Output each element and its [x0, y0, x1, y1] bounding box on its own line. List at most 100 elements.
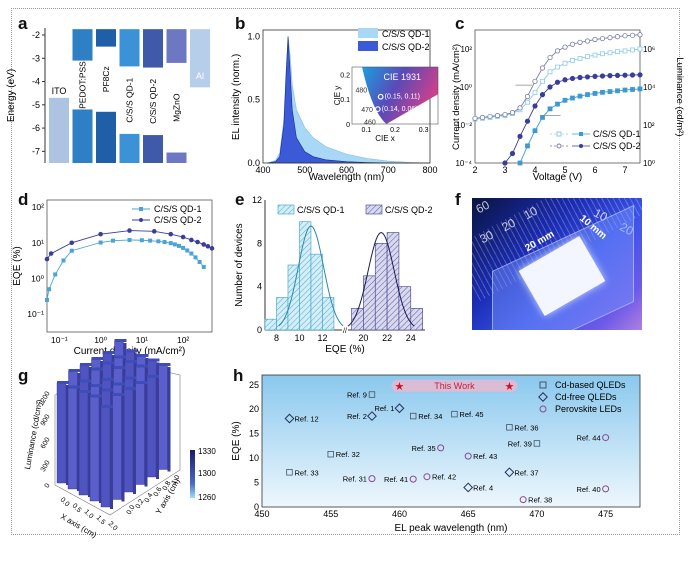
x-tick-label: 600	[339, 165, 354, 175]
histogram-bar	[310, 253, 323, 331]
data-point	[177, 243, 181, 248]
y-tick-label: 10⁻⁴	[455, 159, 472, 168]
3d-bar-top	[90, 394, 102, 398]
data-point	[45, 297, 49, 302]
data-point	[156, 239, 161, 244]
series-line	[519, 88, 641, 164]
data-point	[69, 248, 74, 253]
data-point	[599, 73, 606, 79]
y-tick-label: 0.8	[162, 480, 173, 492]
y-tick-label: 25	[249, 380, 259, 390]
ref-label: Ref. 36	[514, 423, 538, 432]
data-point	[539, 92, 546, 98]
data-point	[607, 50, 613, 56]
3d-bar	[89, 396, 100, 502]
y-tick-label: 0.6	[153, 486, 164, 498]
marker-diamond	[367, 411, 377, 422]
y-tick-label: 0.4	[144, 492, 155, 504]
histogram-bar	[287, 264, 300, 331]
this-work-band	[391, 379, 518, 392]
x-tick-label: 460	[392, 509, 407, 519]
x-tick-label: 7	[622, 165, 627, 175]
figure-frame	[11, 8, 680, 535]
data-point	[189, 237, 194, 243]
colorbar-label: 1300	[198, 469, 216, 478]
y-tick-label: 4	[257, 282, 262, 292]
colorbar-label: 1330	[198, 447, 216, 456]
chart-energy-levels: -2 -3 -4 -5 -6 -7 Energy (eV) ITO PEDOT:PSS PF8Cz…	[6, 28, 210, 163]
y-axis-label: Current density (mA/cm²)	[451, 44, 462, 150]
data-point	[61, 258, 66, 263]
panel-label-c: c	[455, 14, 465, 33]
y-tick-label: -5	[32, 100, 40, 110]
chart-eqe-histogram: // 0 4 8 12 8 10 12 20 22 24 EQE (%) Number of devic…	[234, 195, 433, 355]
data-point	[525, 143, 530, 149]
data-point	[525, 99, 530, 105]
3d-bar-top	[68, 385, 80, 389]
ref-label: Ref. 38	[528, 496, 552, 505]
chart-el-spectrum: 400 500 600 700 800 0.0 0.5 1.0 Wavelength (nm) E…	[231, 28, 439, 183]
x-tick-label: 470	[529, 509, 544, 519]
3d-bar-side	[167, 367, 171, 472]
data-point	[205, 243, 211, 249]
x-tick-label: 10⁻¹	[51, 335, 68, 345]
data-point	[622, 72, 628, 78]
y-tick-label: 10	[249, 453, 259, 463]
3d-bar-top	[103, 351, 115, 354]
bar-lumo	[72, 29, 93, 61]
colorbar	[190, 450, 195, 498]
data-point	[209, 246, 215, 251]
3d-bar-top	[68, 369, 81, 372]
ref-label: Ref. 44	[576, 434, 600, 443]
data-point	[599, 35, 606, 42]
bar-homo	[72, 109, 93, 163]
data-point	[517, 160, 523, 166]
y-tick-label: -7	[32, 146, 40, 156]
y-axis-label: Energy (eV)	[6, 69, 17, 122]
legend-label: C/S/S QD-2	[154, 215, 202, 225]
data-point	[201, 264, 206, 269]
x-tick-label: 6	[592, 165, 597, 175]
marker-circle	[409, 475, 417, 483]
cie-point	[374, 106, 381, 113]
data-point	[630, 87, 635, 92]
data-point	[487, 113, 493, 120]
3d-bar-top	[114, 339, 127, 342]
bar-label: PF8Cz	[101, 66, 111, 92]
this-work-label: This Work	[434, 381, 475, 391]
x-tick-label: 22	[382, 333, 392, 343]
marker-square	[506, 424, 513, 431]
data-point	[98, 231, 103, 237]
histogram-bar	[410, 308, 423, 331]
legend-swatch	[358, 28, 378, 38]
y-tick-label: -6	[32, 123, 40, 133]
x-tick-label: 4	[532, 165, 537, 175]
data-point	[162, 240, 167, 245]
3d-bar-top	[79, 379, 92, 383]
y-tick-label: -3	[32, 53, 40, 63]
data-point	[577, 56, 583, 61]
ref-label: Ref. 35	[412, 444, 436, 453]
x-tick-label: 3	[502, 165, 507, 175]
data-point	[577, 39, 583, 45]
marker-square	[409, 412, 417, 420]
ref-label: Ref. 33	[294, 468, 318, 477]
3d-bar-top	[147, 375, 159, 378]
y2-axis-label: Luminance (cd/m²)	[674, 57, 685, 136]
legend-marker	[579, 144, 583, 148]
legend-label: C/S/S QD-1	[382, 29, 430, 39]
ref-label: Ref. 4	[473, 483, 493, 492]
y2-tick-label: 10⁰	[643, 159, 655, 168]
data-point	[637, 46, 643, 52]
legend-marker	[539, 405, 547, 413]
data-point	[53, 272, 58, 277]
data-point	[585, 92, 590, 97]
ref-label: Ref. 45	[459, 410, 483, 419]
y-tick-label: -2	[32, 30, 40, 40]
bar-Al	[190, 29, 210, 88]
cie-point-label: (0.15, 0.11)	[385, 94, 420, 101]
legend-label: C/S/S QD-1	[593, 129, 641, 139]
inset-x-tick: 0.2	[390, 127, 400, 134]
data-point	[615, 88, 620, 94]
